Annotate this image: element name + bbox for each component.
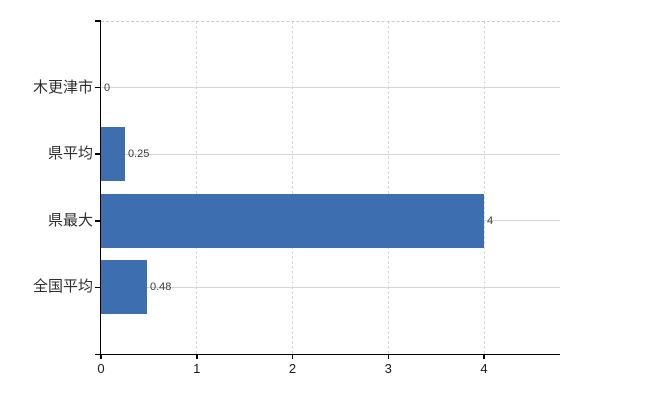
- bar-value-label: 0.48: [149, 281, 172, 294]
- category-label: 木更津市: [32, 78, 93, 96]
- bar: [101, 260, 147, 315]
- plot-top-border: [101, 20, 560, 22]
- category-label: 全国平均: [32, 278, 93, 296]
- x-tick-label: 4: [480, 361, 488, 376]
- y-tick: [95, 153, 101, 155]
- x-tick: [196, 354, 198, 359]
- y-tick: [95, 86, 101, 89]
- bar-value-label: 0: [104, 81, 111, 94]
- y-gridline: [101, 153, 560, 155]
- category-label: 県最大: [47, 211, 93, 229]
- x-gridline: [483, 21, 485, 354]
- x-gridline: [292, 21, 293, 354]
- y-gridline: [101, 87, 560, 89]
- x-tick-label: 2: [288, 361, 297, 376]
- x-tick: [387, 354, 389, 359]
- y-tick: [95, 20, 101, 22]
- y-axis-line: [99, 21, 101, 354]
- bar-value-label: 4: [487, 214, 494, 227]
- x-tick: [291, 354, 294, 359]
- bar: [101, 193, 484, 248]
- y-tick: [95, 286, 101, 289]
- x-axis-line: [95, 353, 560, 355]
- x-tick-label: 1: [193, 361, 201, 376]
- category-label: 県平均: [47, 145, 93, 163]
- x-tick: [100, 354, 102, 359]
- x-gridline: [196, 21, 198, 354]
- y-tick: [95, 220, 101, 222]
- y-gridline: [101, 286, 560, 288]
- bar-value-label: 0.25: [127, 148, 150, 161]
- x-gridline: [387, 21, 389, 354]
- bar: [101, 127, 125, 182]
- x-tick: [483, 354, 485, 359]
- x-tick-label: 3: [384, 361, 392, 376]
- x-tick-label: 0: [97, 361, 105, 376]
